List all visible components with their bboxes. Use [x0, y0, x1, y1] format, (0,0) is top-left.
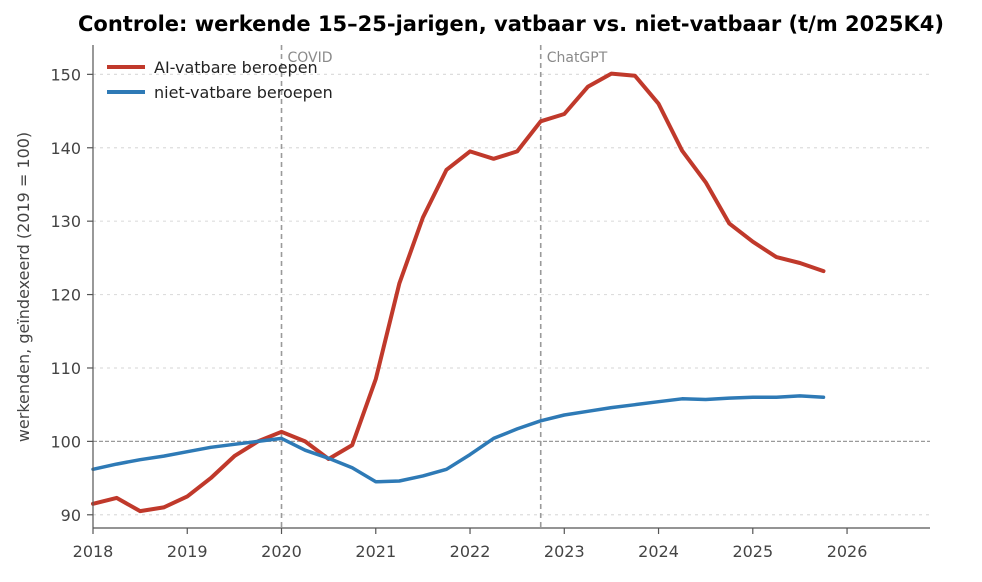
- x-tick-label: 2019: [167, 542, 208, 561]
- y-tick-label: 120: [50, 286, 81, 305]
- x-tick-label: 2025: [732, 542, 773, 561]
- legend-label: niet-vatbare beroepen: [154, 83, 333, 102]
- series-line: [91, 394, 826, 484]
- x-tick-label: 2023: [544, 542, 585, 561]
- grid: [93, 73, 930, 516]
- x-tick-label: 2018: [73, 542, 114, 561]
- axes: [92, 45, 930, 529]
- x-tick-label: 2026: [827, 542, 868, 561]
- chart-title: Controle: werkende 15–25-jarigen, vatbaa…: [78, 12, 944, 36]
- y-tick-label: 150: [50, 65, 81, 84]
- y-tick-label: 100: [50, 432, 81, 451]
- x-tick-label: 2024: [638, 542, 679, 561]
- x-tick-label: 2021: [355, 542, 396, 561]
- reference-lines: COVID ChatGPT: [93, 45, 930, 528]
- series-line: [91, 71, 826, 514]
- y-axis-label: werkenden, geïndexeerd (2019 = 100): [14, 132, 33, 442]
- legend: AI-vatbare beroepen niet-vatbare beroepen: [107, 58, 333, 102]
- x-tick-label: 2022: [450, 542, 491, 561]
- y-tick-label: 90: [61, 506, 81, 525]
- x-tick-label: 2020: [261, 542, 302, 561]
- y-tick-label: 140: [50, 139, 81, 158]
- tick-labels: 90 100 110 120 130 140 150 2018 2019 2020 2021 2022…: [50, 65, 867, 561]
- series-lines: [91, 71, 826, 514]
- y-tick-label: 110: [50, 359, 81, 378]
- y-tick-label: 130: [50, 212, 81, 231]
- event-label: ChatGPT: [547, 50, 608, 66]
- legend-label: AI-vatbare beroepen: [154, 58, 318, 77]
- event-label: COVID: [288, 50, 333, 66]
